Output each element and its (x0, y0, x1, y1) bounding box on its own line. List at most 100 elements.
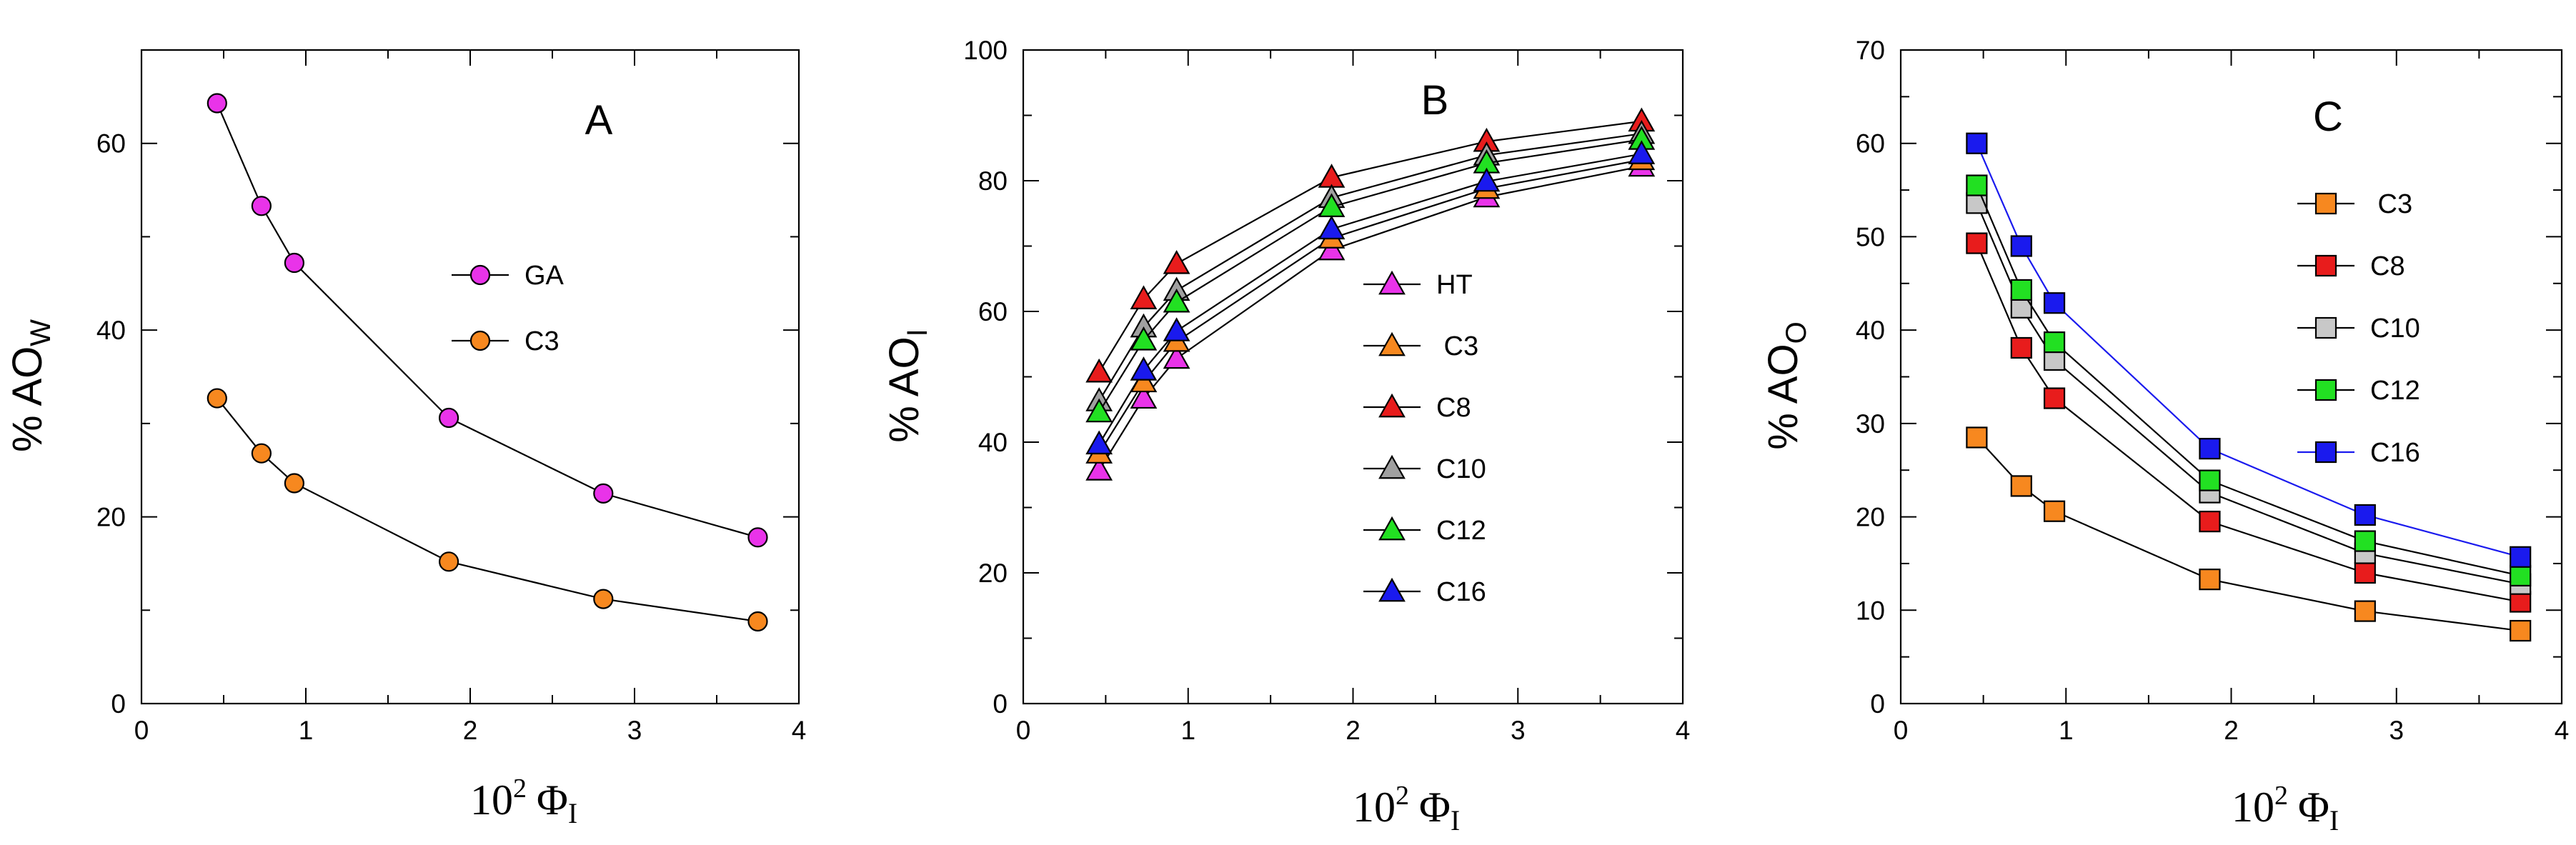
data-point (593, 483, 614, 504)
data-point (1318, 215, 1346, 240)
data-point (2199, 569, 2221, 591)
legend-entry: C3 (1363, 331, 1478, 361)
plot-frame (1899, 49, 2563, 705)
legend-label: GA (524, 261, 565, 291)
x-tick-label: 4 (792, 716, 807, 745)
legend-marker (1378, 331, 1406, 356)
y-tick-label: 10 (1856, 596, 1885, 625)
x-tick-label: 3 (627, 716, 642, 745)
y-axis-title: % AOO (1760, 321, 1812, 449)
legend-label: C10 (1436, 454, 1486, 484)
y-tick-label: 40 (978, 428, 1008, 457)
x-tick-label: 2 (1346, 716, 1361, 745)
series-line (1976, 243, 2521, 603)
x-axis-title: 102 ΦI (470, 774, 577, 829)
data-point (1163, 317, 1190, 341)
x-tick-label: 0 (1894, 716, 1909, 745)
data-point (1085, 398, 1113, 423)
series-c16 (1966, 132, 2532, 568)
data-point (2510, 564, 2532, 587)
x-tick-label: 3 (2389, 716, 2404, 745)
y-axis-title-main: % AO (1760, 344, 1806, 449)
series-line (1098, 159, 1642, 454)
data-point (207, 388, 227, 409)
series-line (1098, 133, 1642, 401)
x-axis-title-sub: I (2329, 804, 2339, 836)
data-point (284, 252, 304, 274)
legend-marker (2314, 254, 2337, 277)
legend-marker (1378, 270, 1406, 295)
data-point (2043, 387, 2066, 409)
y-axis-title-sub: O (1781, 321, 1812, 344)
data-point (2199, 511, 2221, 533)
x-axis-title-sub: I (568, 797, 577, 829)
data-point (1130, 326, 1158, 351)
y-axis-title-main: % AO (4, 346, 51, 452)
x-tick-label: 4 (1676, 716, 1691, 745)
legend-entry: C12 (1363, 516, 1486, 546)
y-tick-label: 0 (993, 689, 1008, 719)
data-point (747, 527, 768, 548)
data-point (2043, 500, 2066, 522)
data-point (1966, 426, 1988, 449)
data-point (438, 551, 459, 572)
series-c12 (1085, 126, 1656, 423)
panel-title: A (585, 97, 613, 144)
data-point (284, 473, 304, 494)
x-tick-label: 1 (1180, 716, 1195, 745)
legend-label: C8 (2370, 251, 2405, 281)
series-line (1098, 120, 1642, 373)
y-tick-label: 50 (1856, 222, 1885, 251)
data-point (1130, 356, 1158, 381)
data-point (1163, 249, 1190, 274)
data-point (1966, 174, 1988, 196)
data-point (1966, 232, 1988, 254)
data-point (2510, 546, 2532, 568)
data-point (2010, 336, 2032, 359)
x-axis-title-symbol: Φ (537, 776, 568, 824)
x-axis-title: 102 ΦI (2232, 781, 2339, 836)
x-tick-label: 0 (134, 716, 149, 745)
legend-marker (2314, 379, 2337, 401)
legend-label: C10 (2370, 314, 2420, 344)
y-tick-label: 0 (111, 689, 126, 719)
y-tick-label: 80 (978, 166, 1008, 196)
x-axis-title-base: 10 (1353, 784, 1396, 831)
legend-entry: C8 (2297, 251, 2405, 281)
legend-marker (2314, 192, 2337, 215)
x-tick-label: 1 (299, 716, 314, 745)
data-point (2010, 279, 2032, 301)
legend-label: C3 (1436, 331, 1478, 361)
legend-entry: C12 (2297, 376, 2420, 406)
data-point (438, 407, 459, 429)
legend-marker (1378, 454, 1406, 479)
series-line (1976, 143, 2521, 558)
series-c3 (207, 388, 768, 632)
data-point (1163, 344, 1190, 369)
legend-label: C12 (2370, 376, 2420, 406)
legend-entry: C3 (452, 326, 560, 356)
series-c8 (1966, 232, 2532, 613)
legend-label: C12 (1436, 516, 1486, 546)
data-point (251, 196, 272, 216)
x-tick-label: 0 (1016, 716, 1031, 745)
legend-marker (469, 264, 491, 286)
y-tick-label: 60 (978, 297, 1008, 326)
series-c3 (1966, 426, 2532, 642)
y-tick-label: 0 (1870, 689, 1885, 719)
series-line (1976, 185, 2521, 576)
y-axis-title: % AOI (881, 329, 933, 442)
series-line (216, 397, 758, 623)
legend-marker (2314, 441, 2337, 464)
series-line (1098, 165, 1642, 471)
legend-label: HT (1436, 270, 1473, 300)
x-tick-label: 2 (2224, 716, 2239, 745)
data-point (1130, 384, 1158, 409)
x-axis-title-exp: 2 (2274, 781, 2288, 811)
series-c12 (1966, 174, 2532, 587)
x-axis-title-exp: 2 (513, 774, 527, 804)
x-tick-label: 3 (1511, 716, 1526, 745)
